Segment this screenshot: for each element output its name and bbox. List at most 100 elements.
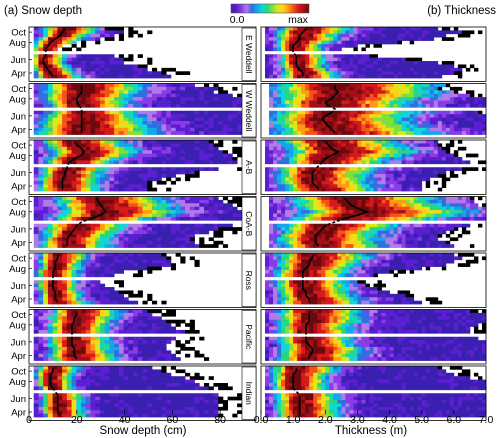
heatmap-cell <box>208 110 214 115</box>
heatmap-cell <box>71 177 77 182</box>
heatmap-cell <box>151 230 158 235</box>
heatmap-cell <box>273 57 278 62</box>
heatmap-cell <box>156 206 162 211</box>
heatmap-cell <box>180 203 186 208</box>
heatmap-cell <box>277 40 282 45</box>
heatmap-cell <box>421 86 427 91</box>
heatmap-cell <box>147 187 153 192</box>
heatmap-cell <box>409 180 415 185</box>
heatmap-cell <box>381 40 386 45</box>
heatmap-cell <box>128 57 134 62</box>
heatmap-cell <box>47 86 54 91</box>
heatmap-cell <box>208 93 214 98</box>
heatmap-cell <box>90 196 96 201</box>
heatmap-cell <box>81 30 87 35</box>
heatmap-cell <box>47 287 54 291</box>
heatmap-cell <box>437 117 443 122</box>
heatmap-cell <box>441 37 447 41</box>
heatmap-cell <box>401 86 407 91</box>
heatmap-cell <box>297 210 302 214</box>
heatmap-cell <box>185 103 191 108</box>
heatmap-cell <box>43 256 49 261</box>
heatmap-cell <box>293 206 298 211</box>
heatmap-cell <box>123 233 129 238</box>
heatmap-cell <box>47 114 54 118</box>
heatmap-cell <box>151 187 158 192</box>
heatmap-cell <box>349 86 354 91</box>
heatmap-cell <box>417 114 423 118</box>
heatmap-cell <box>208 131 214 135</box>
heatmap-cell <box>123 213 129 218</box>
heatmap-cell <box>38 37 44 41</box>
heatmap-cell <box>405 140 411 144</box>
heatmap-cell <box>269 124 274 129</box>
median-line <box>323 85 340 107</box>
heatmap-cell <box>43 237 49 242</box>
heatmap-cell <box>90 153 96 158</box>
heatmap-cell <box>38 256 44 261</box>
heatmap-cell <box>353 54 358 58</box>
heatmap-cell <box>109 210 115 214</box>
heatmap-cell <box>441 199 447 204</box>
heatmap-cell <box>137 157 143 161</box>
heatmap-cell <box>325 146 330 151</box>
heatmap-cell <box>90 110 96 115</box>
heatmap-cell <box>417 67 423 72</box>
heatmap-cell <box>393 177 399 182</box>
heatmap-cell <box>109 237 115 242</box>
heatmap-cell <box>38 40 44 45</box>
heatmap-cell <box>453 131 459 135</box>
heatmap-cell <box>104 143 110 148</box>
heatmap-cell <box>453 210 459 214</box>
heatmap-cell <box>137 223 143 228</box>
heatmap-cell <box>373 143 378 148</box>
heatmap-cell <box>38 213 44 218</box>
heatmap-cell <box>104 127 110 132</box>
heatmap-cell <box>62 131 68 135</box>
heatmap-cell <box>409 120 415 125</box>
heatmap-cell <box>433 143 439 148</box>
heatmap-cell <box>405 37 411 41</box>
heatmap-cell <box>47 170 54 175</box>
heatmap-cell <box>166 216 172 221</box>
heatmap-cell <box>273 27 278 31</box>
heatmap-cell <box>114 256 120 261</box>
heatmap-cell <box>413 237 419 242</box>
heatmap-cell <box>321 97 326 101</box>
heatmap-cell <box>373 83 378 88</box>
heatmap-cell <box>269 160 274 165</box>
heatmap-cell <box>104 146 110 151</box>
heatmap-cell <box>361 103 366 108</box>
heatmap-cell <box>137 167 143 171</box>
heatmap-cell <box>277 227 282 231</box>
heatmap-cell <box>425 143 431 148</box>
heatmap-cell <box>99 143 106 148</box>
heatmap-cell <box>218 199 224 204</box>
heatmap-cell <box>156 244 162 248</box>
heatmap-cell <box>218 233 224 238</box>
heatmap-cell <box>385 124 390 129</box>
heatmap-cell <box>313 124 318 129</box>
heatmap-cell <box>47 127 54 132</box>
heatmap-cell <box>417 187 423 192</box>
heatmap-cell <box>337 233 342 238</box>
heatmap-cell <box>361 244 366 248</box>
heatmap-cell <box>317 180 322 185</box>
heatmap-cell <box>277 27 282 31</box>
heatmap-cell <box>285 196 290 201</box>
heatmap-cell <box>357 216 362 221</box>
heatmap-cell <box>281 184 286 188</box>
heatmap-cell <box>38 157 44 161</box>
heatmap-cell <box>425 83 431 88</box>
heatmap-cell <box>199 210 205 214</box>
heatmap-cell <box>47 90 54 95</box>
heatmap-cell <box>397 33 403 38</box>
heatmap-cell <box>269 27 274 31</box>
heatmap-cell <box>449 127 455 132</box>
heatmap-cell <box>52 97 58 101</box>
heatmap-cell <box>90 120 96 125</box>
heatmap-cell <box>377 184 382 188</box>
heatmap-cell <box>305 97 310 101</box>
heatmap-cell <box>123 184 129 188</box>
heatmap-cell <box>269 90 274 95</box>
